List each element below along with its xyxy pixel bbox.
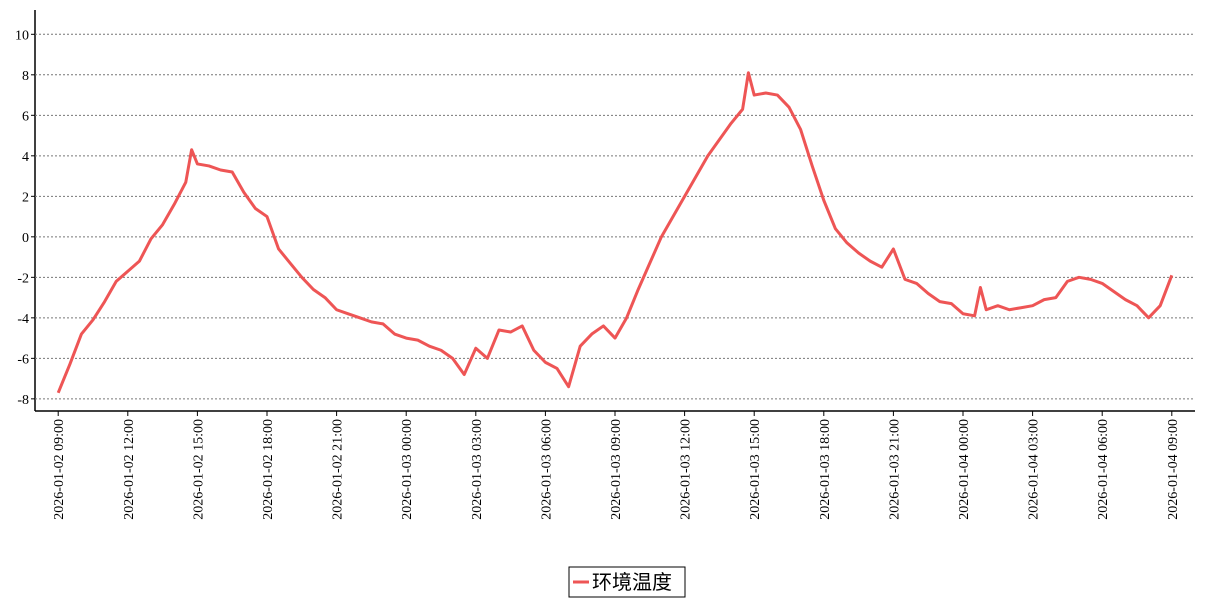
x-tick-label: 2026-01-03 15:00 [748,419,763,520]
y-tick-label: 2 [22,190,29,205]
y-tick-label: -2 [17,271,29,286]
y-tick-label: 8 [22,69,29,84]
y-tick-label: -8 [17,393,29,408]
y-tick-label: 10 [15,28,29,43]
x-tick-label: 2026-01-04 00:00 [957,419,972,520]
x-tick-label: 2026-01-03 18:00 [818,419,833,520]
y-tick-label: 0 [22,231,29,246]
legend: 环境温度 [568,566,686,598]
x-tick-label: 2026-01-02 12:00 [122,419,137,520]
y-tick-label: 6 [22,109,29,124]
x-tick-label: 2026-01-04 09:00 [1166,419,1181,520]
x-tick-label: 2026-01-02 15:00 [191,419,206,520]
y-tick-label: -4 [17,312,29,327]
x-tick-label: 2026-01-03 12:00 [679,419,694,520]
x-tick-label: 2026-01-02 21:00 [331,419,346,520]
y-tick-label: 4 [22,150,29,165]
x-tick-label: 2026-01-03 21:00 [887,419,902,520]
x-tick-label: 2026-01-03 09:00 [609,419,624,520]
x-tick-label: 2026-01-04 03:00 [1027,419,1042,520]
x-tick-label: 2026-01-03 00:00 [400,419,415,520]
x-tick-label: 2026-01-03 03:00 [470,419,485,520]
data-line [56,71,1174,394]
x-tick-label: 2026-01-02 09:00 [52,419,67,520]
x-tick-label: 2026-01-04 06:00 [1096,419,1111,520]
legend-label: 环境温度 [592,571,672,594]
y-tick-label: -6 [17,352,29,367]
x-tick-label: 2026-01-02 18:00 [261,419,276,520]
x-tick-label: 2026-01-03 06:00 [539,419,554,520]
